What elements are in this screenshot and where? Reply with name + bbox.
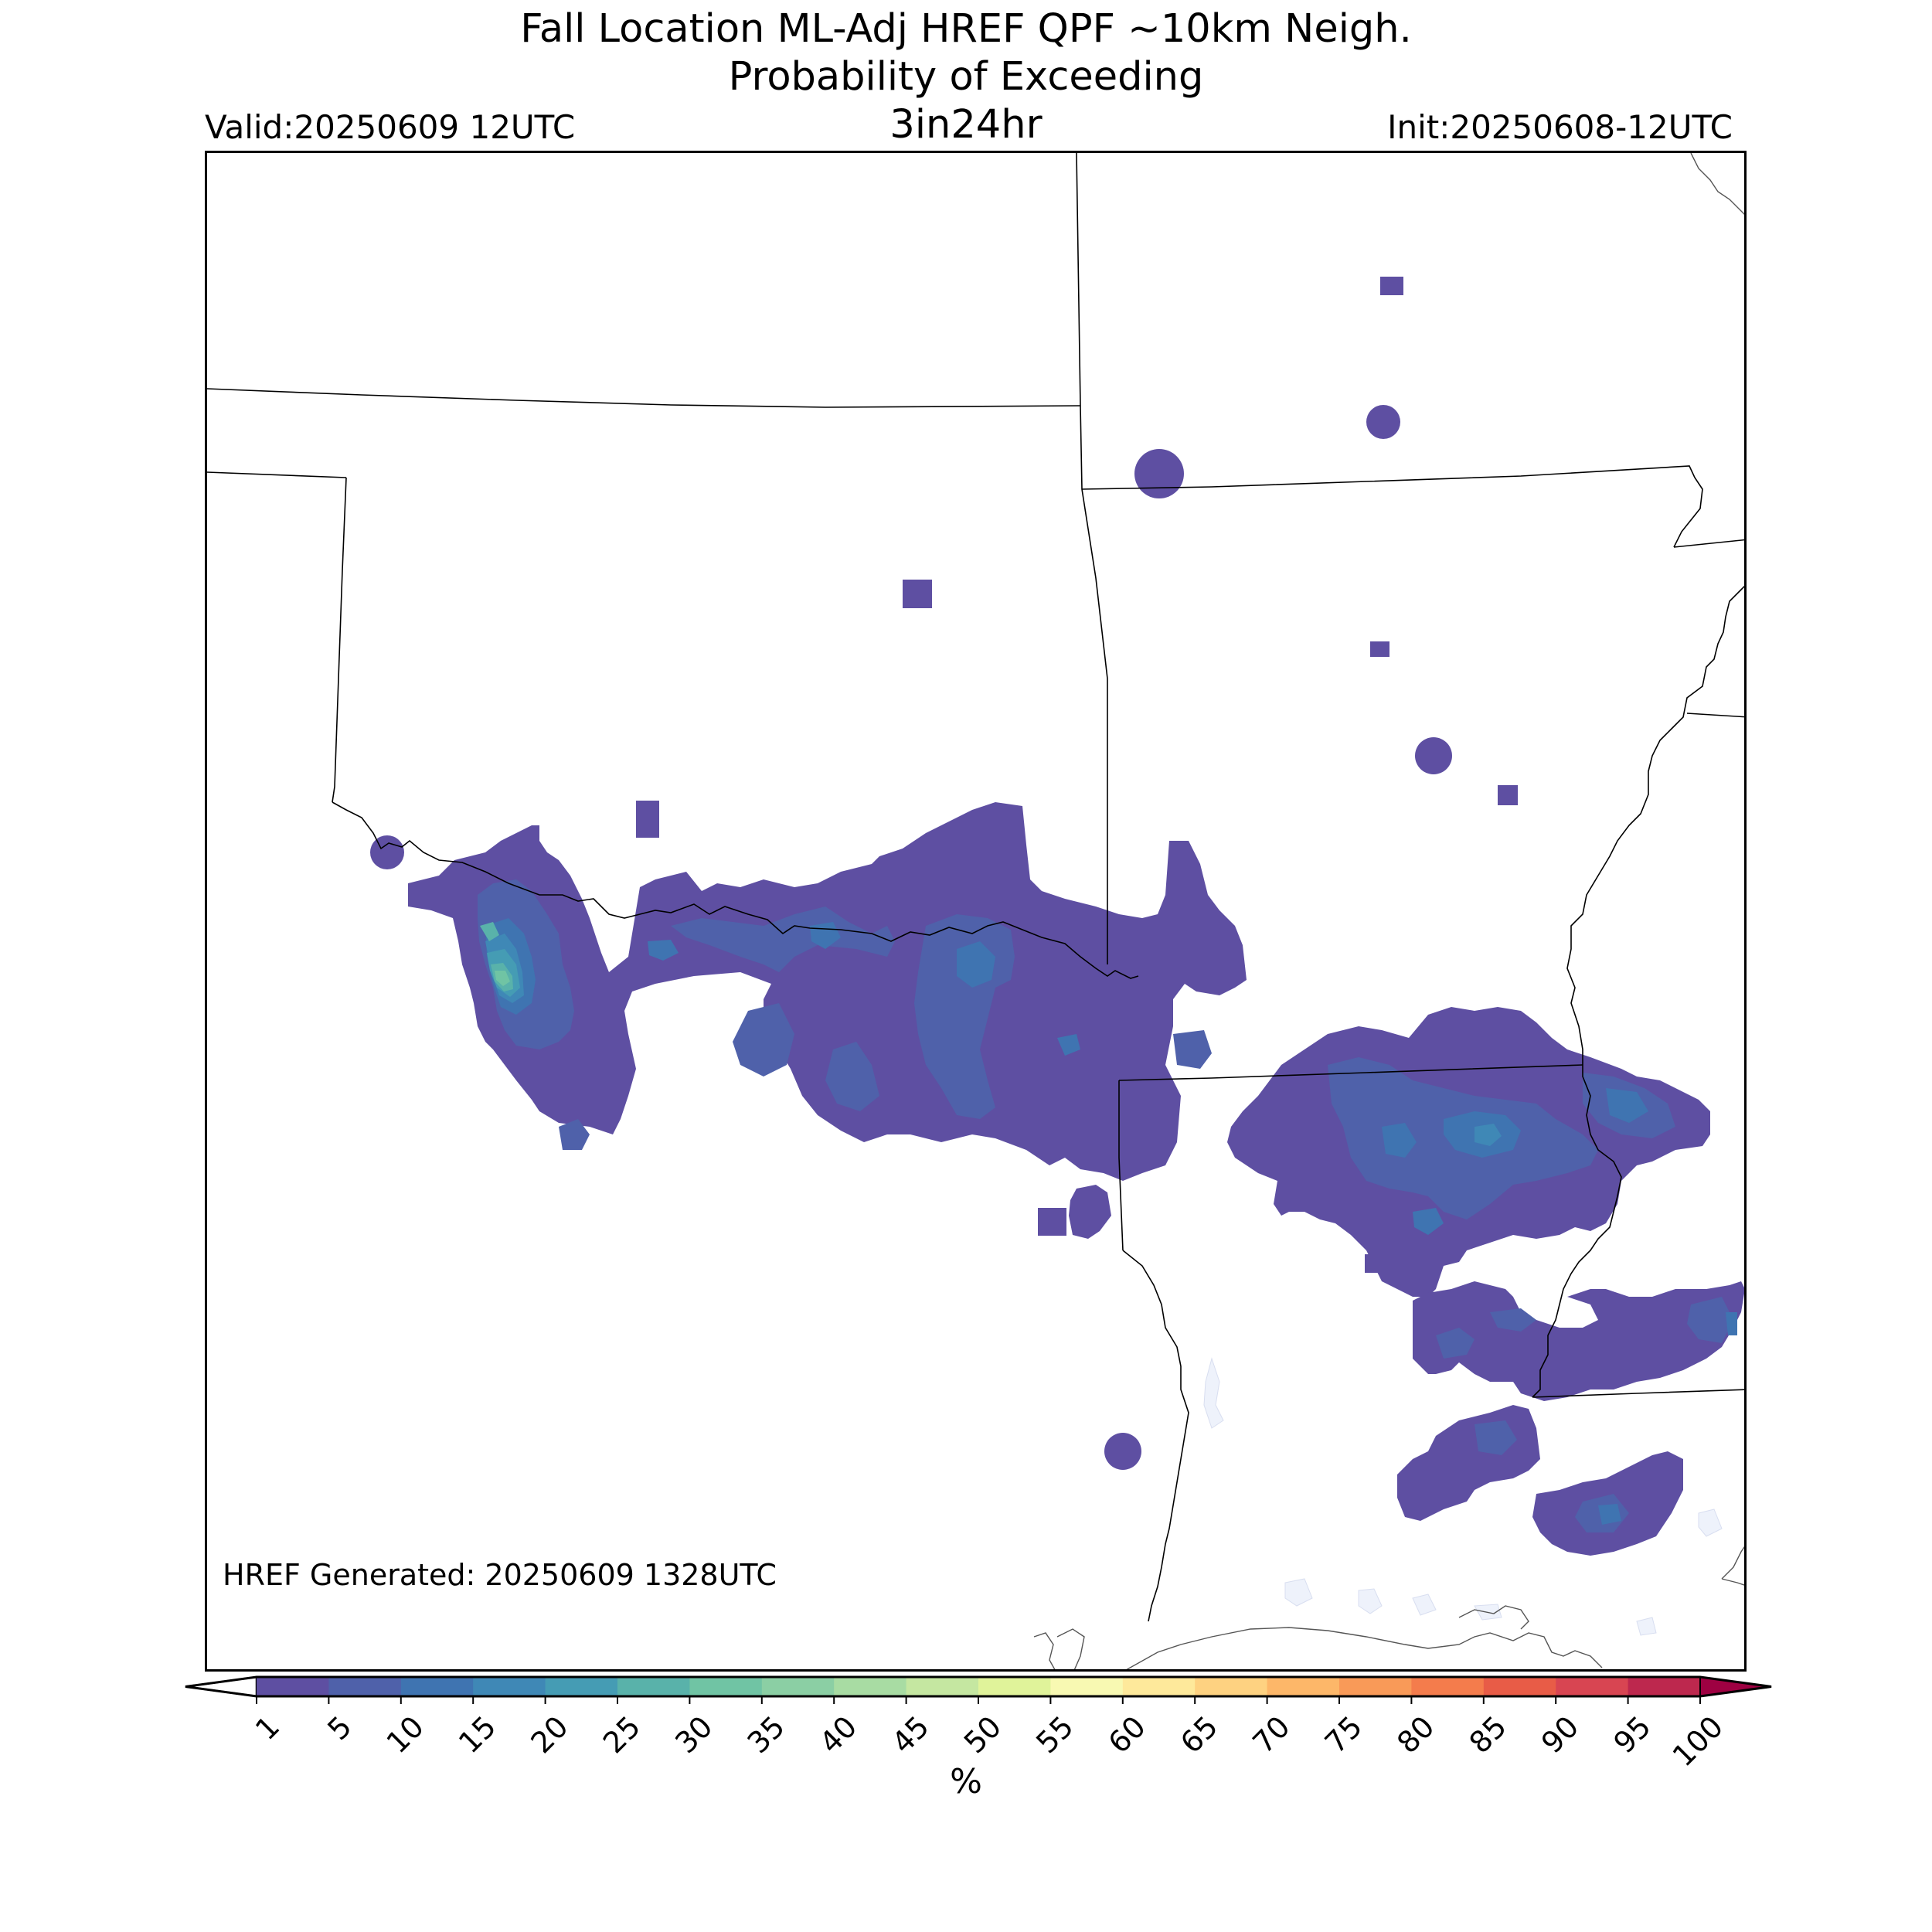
colorbar-tick-label: 20: [524, 1709, 574, 1760]
probability-areas-30pct: [495, 971, 510, 986]
colorbar-swatch: [906, 1677, 979, 1696]
valid-time-label: Valid:20250609 12UTC: [205, 108, 576, 146]
colorbar-tick-label: 85: [1463, 1709, 1513, 1760]
colorbar-swatch: [1556, 1677, 1629, 1696]
probability-map: [207, 153, 1744, 1669]
threshold-label: 3in24hr: [889, 102, 1043, 148]
colorbar-tick-label: 25: [597, 1709, 647, 1760]
colorbar-tick-label: 10: [380, 1709, 430, 1760]
colorbar-swatch: [545, 1677, 618, 1696]
colorbar-tick-label: 65: [1174, 1709, 1224, 1760]
coastline: [1033, 153, 1744, 1669]
colorbar-swatch: [473, 1677, 546, 1696]
map-title-line2: Probability of Exceeding: [728, 54, 1204, 100]
colorbar-tick-label: 1: [249, 1709, 286, 1747]
colorbar-tick-label: 60: [1102, 1709, 1152, 1760]
state-boundaries: [207, 153, 1744, 1622]
colorbar-swatch: [617, 1677, 690, 1696]
colorbar-tick-label: 75: [1318, 1709, 1369, 1760]
colorbar-over-arrow: [1699, 1675, 1772, 1698]
init-time-label: Init:20250608-12UTC: [1387, 108, 1733, 146]
colorbar-unit-label: %: [950, 1762, 982, 1801]
colorbar-tick-label: 95: [1607, 1709, 1657, 1760]
colorbar-swatch: [1339, 1677, 1412, 1696]
colorbar-tick-label: 90: [1535, 1709, 1585, 1760]
colorbar-swatch: [1267, 1677, 1340, 1696]
colorbar-tick-label: 70: [1246, 1709, 1296, 1760]
colorbar-swatch: [1195, 1677, 1268, 1696]
colorbar-swatch: [1122, 1677, 1196, 1696]
colorbar-tick-label: 40: [813, 1709, 863, 1760]
colorbar-tick-label: 35: [741, 1709, 791, 1760]
colorbar-tick-label: 50: [957, 1709, 1008, 1760]
colorbar-tick-label: 55: [1029, 1709, 1080, 1760]
colorbar-tick-label: 45: [885, 1709, 935, 1760]
colorbar-swatch: [689, 1677, 763, 1696]
colorbar-swatch: [1411, 1677, 1485, 1696]
colorbar-tick-label: 80: [1390, 1709, 1440, 1760]
map-title-line1: Fall Location ML-Adj HREF QPF ~10km Neig…: [520, 6, 1412, 52]
colorbar-swatches: [185, 1675, 1772, 1698]
colorbar-swatch: [257, 1677, 329, 1696]
probability-spots: [370, 277, 1518, 1470]
colorbar-swatch: [1628, 1677, 1701, 1696]
colorbar-swatch: [834, 1677, 907, 1696]
colorbar-tick-label: 5: [321, 1709, 358, 1747]
colorbar-swatch: [400, 1677, 474, 1696]
map-panel: HREF Generated: 20250609 1328UTC: [205, 151, 1747, 1672]
colorbar-swatch: [328, 1677, 402, 1696]
generated-timestamp: HREF Generated: 20250609 1328UTC: [223, 1558, 777, 1592]
colorbar-swatch: [761, 1677, 835, 1696]
colorbar-tick-label: 30: [668, 1709, 719, 1760]
colorbar-swatch: [1483, 1677, 1556, 1696]
colorbar-under-arrow: [185, 1675, 258, 1698]
colorbar-swatch: [978, 1677, 1051, 1696]
colorbar-swatch: [1050, 1677, 1124, 1696]
water-bodies: [1203, 1357, 1723, 1636]
colorbar-tick-label: 15: [452, 1709, 502, 1760]
